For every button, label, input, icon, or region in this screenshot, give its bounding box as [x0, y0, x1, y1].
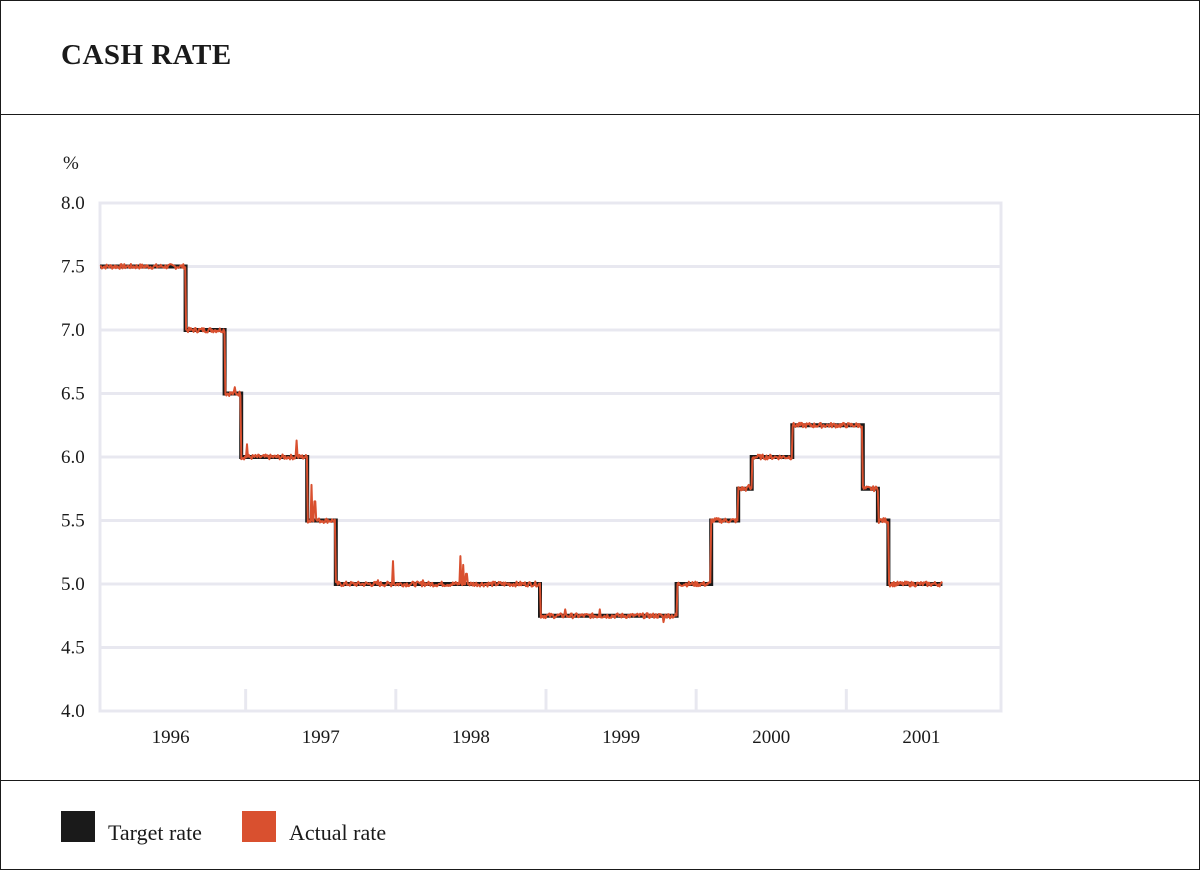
legend-swatch-actual	[242, 811, 276, 842]
target-rate-line	[100, 264, 943, 618]
y-axis-unit-label: %	[63, 153, 79, 174]
actual-rate-line	[99, 263, 943, 624]
y-tick-label: 8.0	[61, 193, 85, 214]
y-tick-label: 4.5	[61, 638, 85, 659]
y-tick-label: 7.5	[61, 257, 85, 278]
x-tick-label: 1996	[152, 727, 190, 748]
x-tick-label: 1997	[302, 727, 340, 748]
x-tick-label: 2001	[902, 727, 940, 748]
y-tick-label: 5.5	[61, 511, 85, 532]
legend-swatch-target	[61, 811, 95, 842]
legend-label-target: Target rate	[108, 820, 202, 845]
title-divider	[1, 114, 1199, 115]
x-tick-label: 1999	[602, 727, 640, 748]
y-tick-label: 5.0	[61, 574, 85, 595]
x-tick-label: 1998	[452, 727, 490, 748]
axes: 8.0 7.5 7.0 6.5 6.0 5.5 5.0 4.5 4.0 1996 1997 1998 1…	[61, 193, 940, 748]
y-tick-label: 6.5	[61, 384, 85, 405]
chart-title: CASH RATE	[61, 39, 232, 71]
y-tick-label: 7.0	[61, 320, 85, 341]
x-tick-label: 2000	[752, 727, 790, 748]
y-tick-label: 6.0	[61, 447, 85, 468]
legend-divider	[1, 780, 1199, 781]
y-tick-label: 4.0	[61, 701, 85, 722]
gridlines	[98, 201, 1003, 713]
legend-label-actual: Actual rate	[289, 820, 387, 845]
series-lines	[99, 263, 943, 624]
